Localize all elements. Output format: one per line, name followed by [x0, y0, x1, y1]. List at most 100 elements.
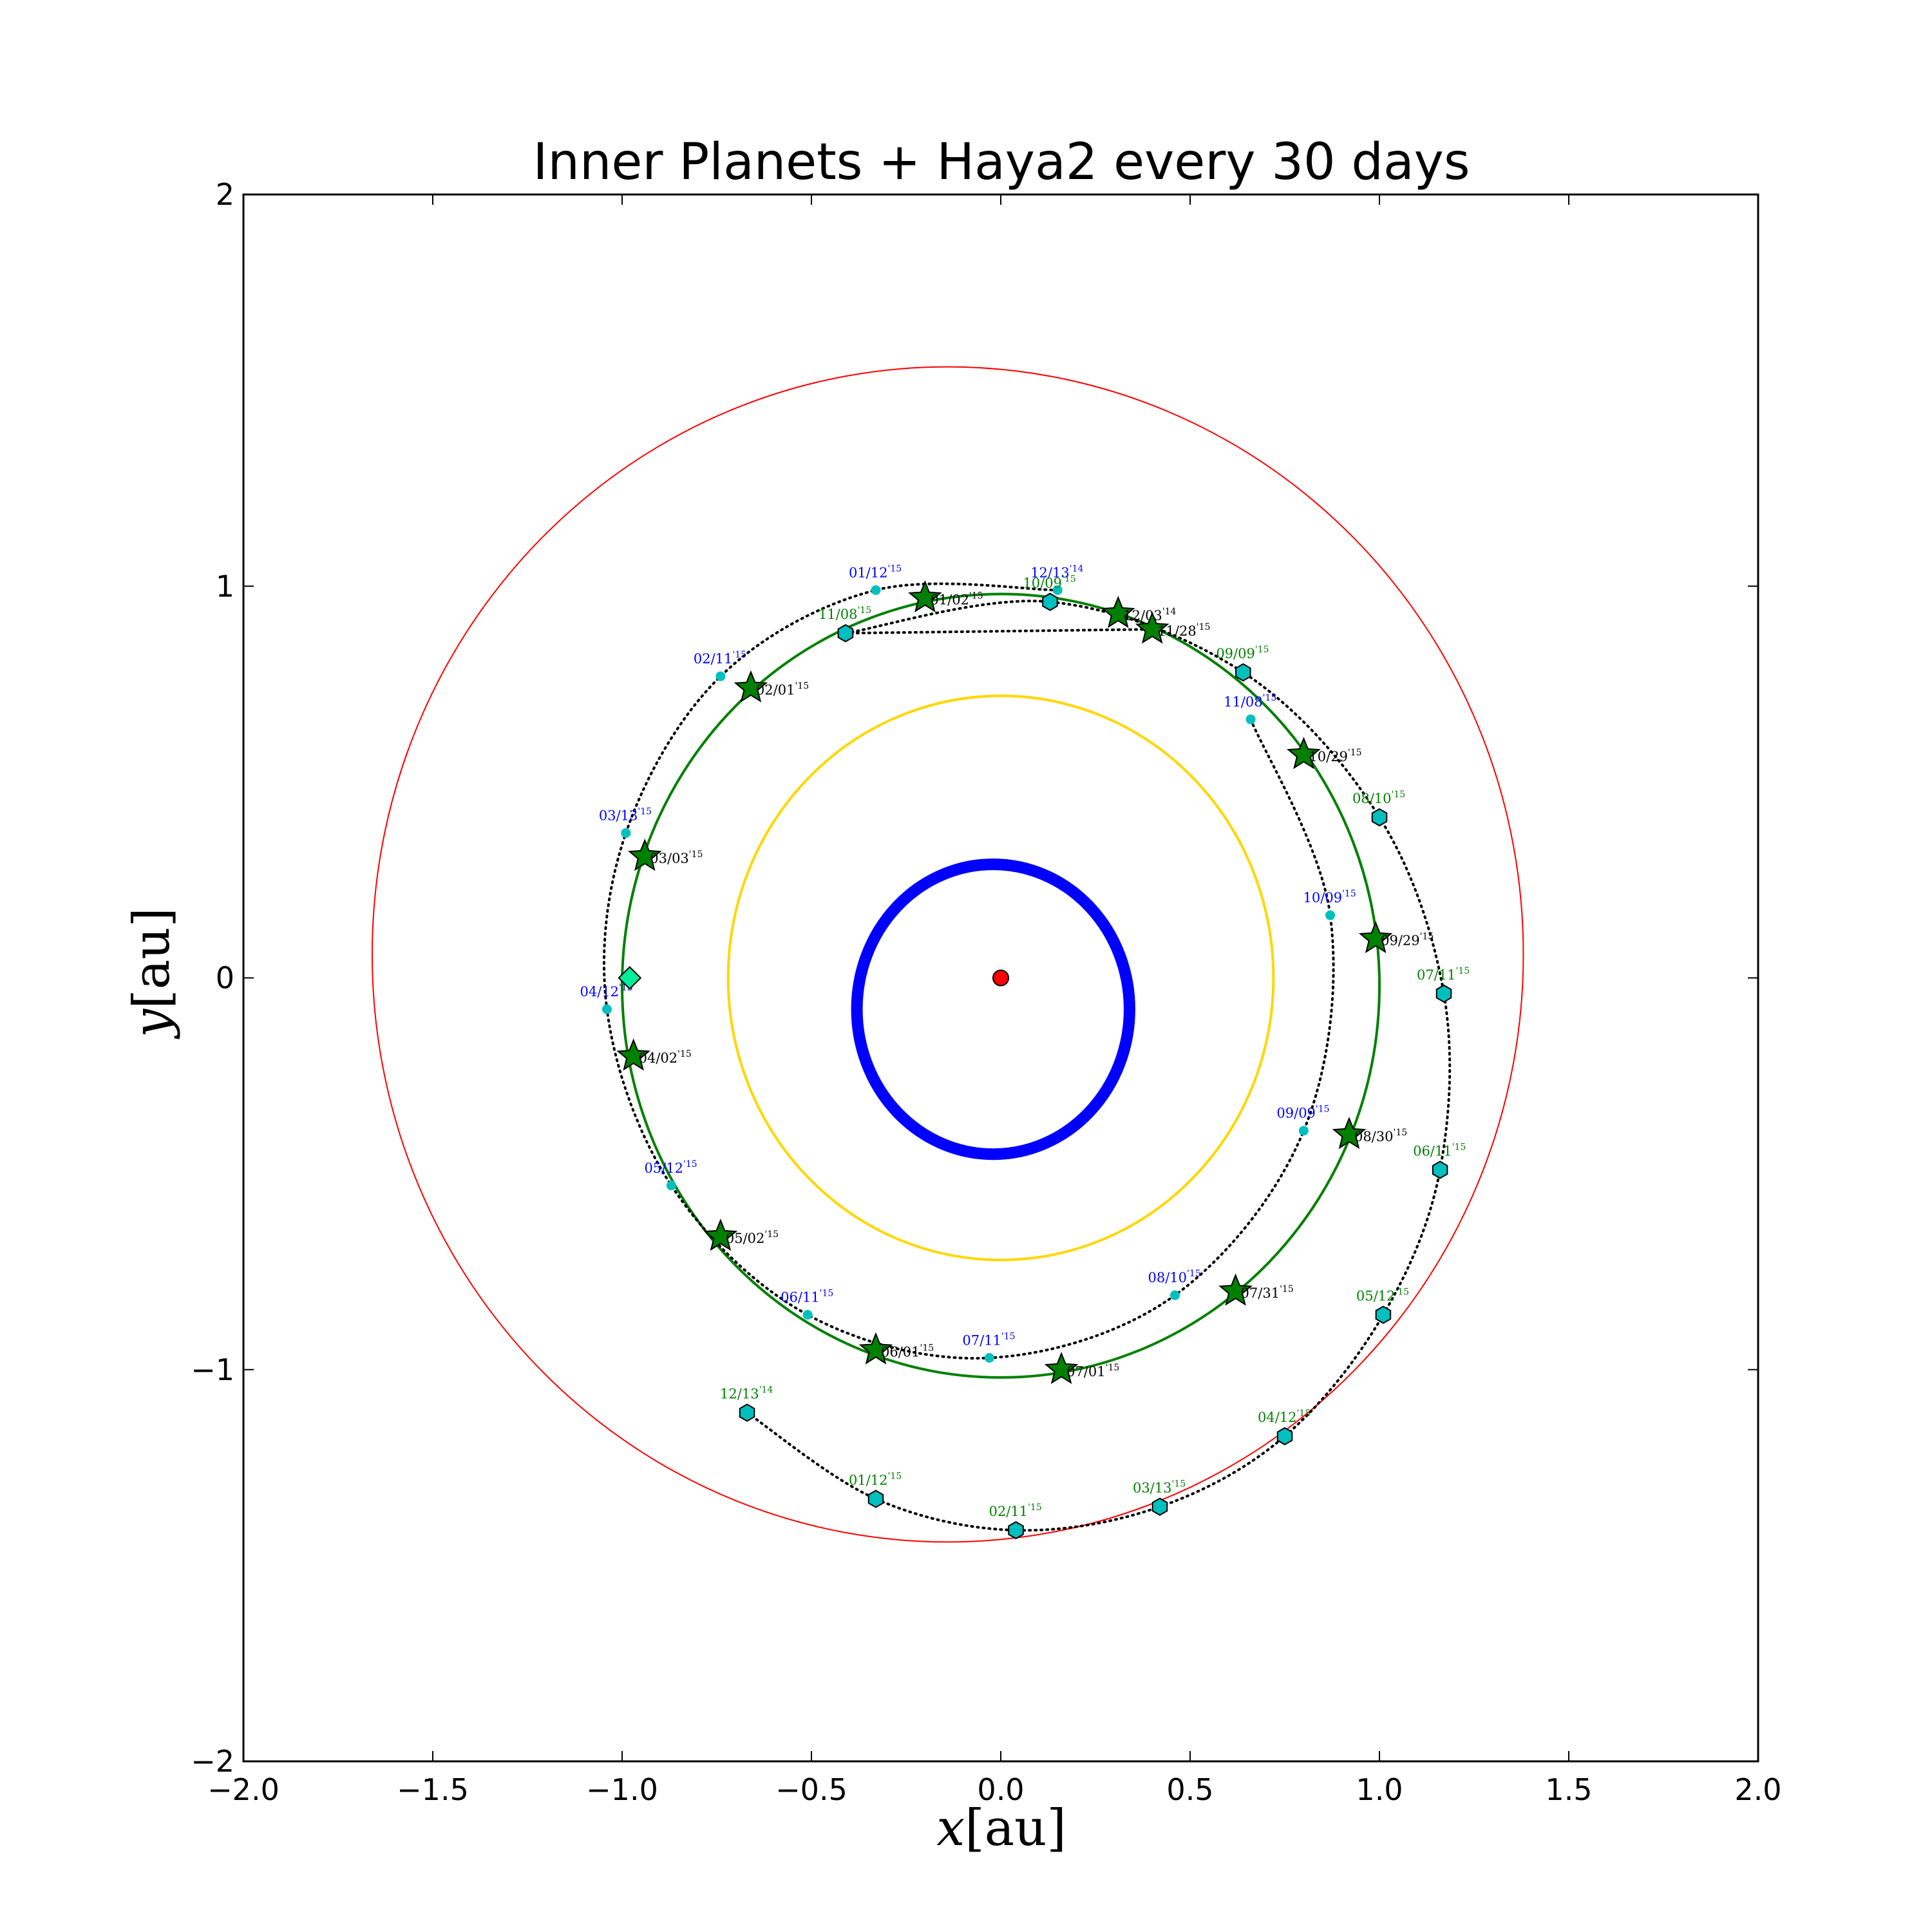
x-tick-label: −2.0	[207, 1772, 279, 1807]
haya2-outer-label-date: 07/11	[1417, 967, 1456, 983]
earth-label-year: '15	[1197, 622, 1211, 632]
haya2-inner-label-date: 06/11	[781, 1290, 820, 1305]
haya2-outer-point	[1432, 1160, 1448, 1179]
haya2-inner-label: 12/13'14	[1030, 564, 1083, 580]
haya2-inner-point	[1325, 910, 1336, 920]
earth-label-date: 07/31	[1241, 1285, 1280, 1301]
haya2-inner-label: 01/12'15	[849, 564, 902, 580]
haya2-outer-label: 05/12'15	[1356, 1287, 1409, 1304]
y-axis-label: y[au]	[123, 907, 181, 1039]
haya2-inner-label-year: '14	[1070, 564, 1084, 574]
haya2-inner-point	[621, 828, 631, 838]
haya2-inner-label: 07/11'15	[962, 1332, 1015, 1349]
haya2-inner-label: 09/09'15	[1276, 1104, 1329, 1121]
earth-label-year: '15	[764, 1229, 779, 1240]
earth-label-year: '15	[1420, 932, 1434, 942]
haya2-inner-label: 04/12'15	[580, 983, 632, 999]
earth-label: 07/01'15	[1066, 1363, 1119, 1379]
haya2-outer-label: 06/11'15	[1413, 1142, 1466, 1159]
haya2-outer-label: 10/09'15	[1023, 574, 1075, 591]
haya2-outer-label: 12/13'14	[720, 1385, 773, 1402]
earth-label-date: 07/01	[1066, 1364, 1106, 1379]
haya2-inner-label-year: '15	[732, 650, 746, 660]
earth-point	[1287, 737, 1321, 770]
earth-label: 07/31'15	[1241, 1284, 1294, 1301]
earth-point	[1044, 1352, 1079, 1385]
earth-label-date: 09/29	[1381, 933, 1420, 949]
earth-label-year: '15	[969, 591, 983, 601]
haya2-trajectory-link	[844, 628, 1154, 635]
haya2-outer-label-date: 09/09	[1216, 646, 1255, 661]
x-axis-label: x[au]	[936, 1799, 1066, 1857]
haya2-inner-label-date: 05/12	[644, 1160, 683, 1176]
haya2-inner-point	[1245, 714, 1256, 724]
x-tick-label: 1.0	[1356, 1772, 1403, 1807]
haya2-inner-label: 03/13'15	[599, 806, 652, 823]
haya2-outer-point	[1435, 984, 1452, 1003]
haya2-inner-label: 08/10'15	[1148, 1269, 1200, 1285]
haya2-outer-label-date: 03/13	[1133, 1481, 1172, 1496]
earth-label: 03/03'15	[650, 849, 703, 866]
earth-label-year: '15	[689, 849, 703, 860]
haya2-outer-label-year: '15	[1452, 1142, 1466, 1153]
haya2-inner-label: 06/11'15	[781, 1289, 833, 1305]
haya2-outer-point	[739, 1403, 755, 1422]
haya2-outer-label-date: 11/08	[819, 607, 858, 622]
haya2-outer-label-date: 12/13	[720, 1387, 759, 1402]
y-tick-label: −1	[191, 1352, 234, 1387]
earth-point	[616, 1038, 650, 1071]
haya2-outer-label: 03/13'15	[1133, 1479, 1186, 1496]
haya2-outer-point	[1375, 1305, 1392, 1324]
haya2-outer-label: 04/12'15	[1258, 1408, 1311, 1425]
y-tick-label: −2	[191, 1744, 234, 1779]
earth-label: 06/01'15	[881, 1343, 934, 1359]
x-tick-label: 2.0	[1734, 1772, 1781, 1807]
haya2-inner-label-year: '15	[1263, 693, 1277, 703]
x-tick-label: 0.0	[977, 1772, 1024, 1807]
haya2-outer-point	[1008, 1520, 1024, 1540]
haya2-inner-label-date: 10/09	[1303, 890, 1343, 905]
earth-label: 05/02'15	[726, 1229, 779, 1246]
haya2-inner-label-year: '15	[638, 806, 652, 817]
haya2-inner-label-date: 08/10	[1148, 1270, 1187, 1285]
haya2-inner-label-date: 09/09	[1276, 1106, 1316, 1121]
haya2-outer-point	[867, 1490, 884, 1508]
sun-marker	[992, 969, 1009, 987]
earth-point	[627, 838, 662, 871]
haya2-inner-label: 11/08'15	[1224, 693, 1276, 710]
earth-label: 10/29'15	[1309, 748, 1361, 764]
earth-label-year: '15	[1348, 748, 1362, 758]
haya2-outer-label-year: '15	[887, 1471, 902, 1481]
x-tick-label: 1.5	[1545, 1772, 1592, 1807]
earth-label-year: '14	[1162, 607, 1177, 617]
earth-label-year: '15	[1393, 1128, 1407, 1138]
haya2-inner-point	[1298, 1126, 1309, 1136]
earth-label-year: '15	[1280, 1284, 1294, 1294]
earth-label-date: 05/02	[726, 1231, 765, 1246]
earth-label-year: '15	[795, 681, 809, 691]
earth-point	[1332, 1117, 1367, 1150]
haya2-outer-point	[1042, 592, 1058, 611]
x-axis-unit: [au]	[965, 1799, 1066, 1857]
earth-label-date: 01/02	[930, 592, 969, 607]
earth-label: 01/02'15	[930, 591, 983, 607]
haya2-outer-label-year: '15	[1455, 966, 1470, 976]
earth-point	[703, 1218, 738, 1251]
plot-area: 12/13'1401/12'1502/11'1503/13'1504/12'15…	[371, 366, 1524, 1543]
haya2-inner-label-year: '15	[1001, 1332, 1016, 1342]
y-tick-label: 0	[216, 961, 234, 996]
haya2-inner-label-date: 12/13	[1030, 565, 1070, 580]
haya2-inner-point	[1170, 1290, 1180, 1300]
haya2-inner-label-year: '15	[1342, 889, 1356, 899]
haya2-outer-label-date: 01/12	[849, 1472, 888, 1488]
haya2-outer-label-year: '15	[1395, 1287, 1409, 1298]
haya2-inner-label-year: '15	[887, 564, 902, 574]
x-tick-label: 0.5	[1166, 1772, 1213, 1807]
earth-point	[1218, 1273, 1253, 1306]
haya2-outer-label: 07/11'15	[1417, 966, 1470, 983]
haya2-inner-label: 10/09'15	[1303, 889, 1356, 905]
earth-label-date: 11/28	[1157, 623, 1197, 639]
earth-label-year: '15	[920, 1343, 934, 1353]
earth-label-date: 08/30	[1354, 1129, 1394, 1144]
haya2-inner-label-year: '15	[683, 1159, 697, 1170]
